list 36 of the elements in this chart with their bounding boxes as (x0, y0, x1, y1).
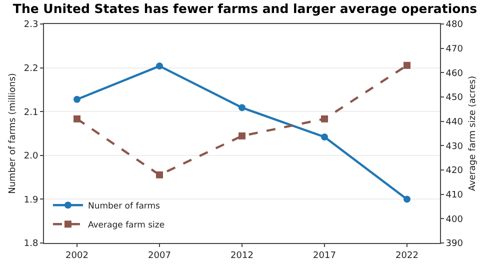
point (156, 171, 163, 178)
y2-tick-label: 450 (446, 93, 464, 104)
y-tick-label: 2.0 (24, 152, 38, 162)
point (74, 96, 80, 103)
x-tick-label: 2017 (313, 250, 336, 261)
point (321, 134, 328, 140)
point (404, 62, 410, 69)
point (238, 104, 246, 112)
x-tick-label: 2002 (66, 250, 88, 261)
y-tick-label: 2.2 (24, 64, 38, 74)
point (74, 115, 80, 122)
y2-tick-label: 430 (446, 142, 464, 152)
y2-tick-label: 470 (446, 44, 464, 54)
y-tick-label: 2.1 (24, 108, 38, 118)
chart-title: The United States has fewer farms and larger average operations (12, 0, 478, 16)
y2-tick-label: 420 (446, 166, 464, 176)
point (321, 115, 328, 122)
y2-tick-label: 390 (446, 239, 464, 250)
point (238, 132, 246, 140)
y-tick-label: 1.8 (24, 239, 38, 250)
y-tick-label: 1.9 (24, 195, 38, 206)
x-tick-label: 2022 (396, 250, 418, 261)
y-tick-label: 2.3 (24, 20, 38, 30)
y2-tick-label: 400 (446, 214, 464, 225)
legend-label: Average farm size (88, 220, 165, 230)
x-tick-label: 2012 (230, 250, 254, 261)
y2-tick-label: 440 (446, 117, 464, 128)
y2-tick-label: 460 (446, 68, 464, 79)
y-axis-title: Number of farms (millions) (8, 73, 18, 194)
y2-axis-title: Average farm size (acres) (468, 76, 478, 192)
point (404, 196, 410, 203)
x-tick-label: 2007 (148, 250, 171, 261)
y2-tick-label: 480 (446, 20, 464, 30)
y2-tick-label: 410 (446, 190, 464, 200)
point (156, 62, 163, 70)
legend-label: Number of farms (88, 201, 161, 212)
